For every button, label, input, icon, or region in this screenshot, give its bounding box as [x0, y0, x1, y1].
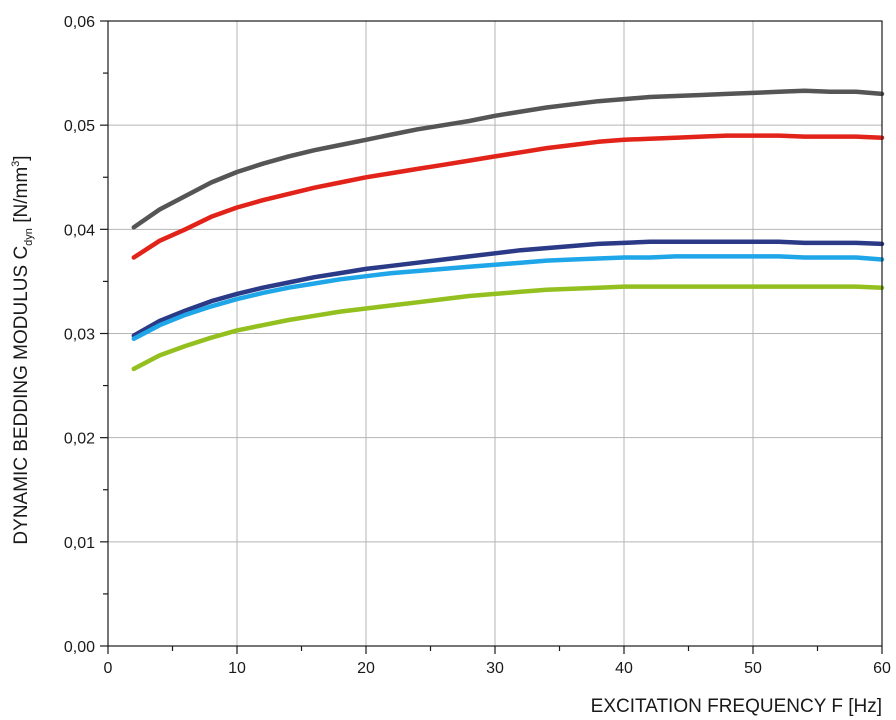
y-label-superscript: 3 [10, 161, 22, 167]
x-tick-label: 20 [357, 660, 375, 677]
x-tick-label: 60 [873, 660, 891, 677]
x-tick-label: 30 [486, 660, 504, 677]
grid [108, 21, 882, 646]
y-label-unit: [N/mm [11, 167, 32, 228]
x-tick-label: 50 [744, 660, 762, 677]
x-axis-label: EXCITATION FREQUENCY F [Hz] [591, 696, 882, 717]
y-tick-label: 0,03 [64, 327, 95, 344]
y-tick-label: 0,04 [64, 222, 95, 239]
y-label-unit-close: ] [11, 155, 32, 160]
y-tick-label: 0,00 [64, 639, 95, 656]
y-axis-label: DYNAMIC BEDDING MODULUS Cdyn [N/mm3] [10, 155, 35, 544]
y-tick-label: 0,01 [64, 535, 95, 552]
series-line-2 [131, 133, 885, 260]
x-tick-label: 40 [615, 660, 633, 677]
series-line-1 [131, 88, 885, 230]
series-line-4 [131, 254, 885, 341]
y-tick-label: 0,02 [64, 431, 95, 448]
x-tick-label: 10 [228, 660, 246, 677]
series-lines [131, 88, 885, 372]
y-tick-label: 0,06 [64, 14, 95, 31]
y-label-main: DYNAMIC BEDDING MODULUS C [11, 246, 32, 545]
x-tick-label: 0 [104, 660, 113, 677]
y-tick-label: 0,05 [64, 118, 95, 135]
y-label-subscript: dyn [23, 228, 35, 246]
series-line-5 [131, 284, 885, 372]
axis-ticks: 0 10 20 30 40 50 60 0,00 0,01 0,02 0,03 0,04 0,05 0,0… [64, 14, 891, 677]
series-line-3 [131, 239, 885, 338]
